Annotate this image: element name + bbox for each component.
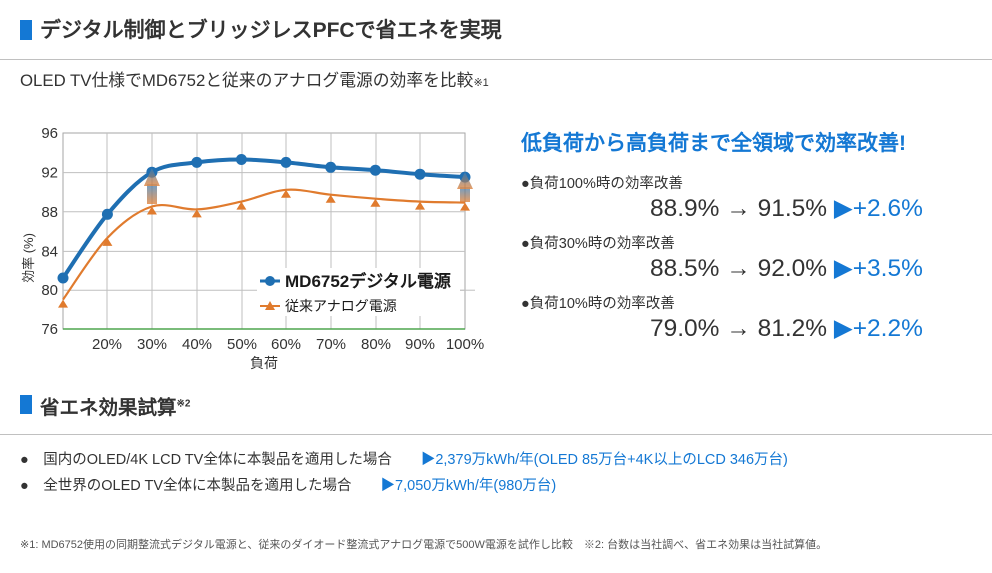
- svg-text:MD6752デジタル電源: MD6752デジタル電源: [285, 271, 451, 291]
- svg-text:88: 88: [41, 204, 58, 221]
- svg-text:90%: 90%: [405, 336, 435, 353]
- svg-text:50%: 50%: [227, 336, 257, 353]
- svg-text:100%: 100%: [446, 336, 484, 353]
- svg-text:従来アナログ電源: 従来アナログ電源: [285, 298, 397, 314]
- svg-text:60%: 60%: [271, 336, 301, 353]
- svg-text:効率 (%): 効率 (%): [21, 233, 36, 283]
- svg-text:76: 76: [41, 321, 58, 338]
- svg-text:20%: 20%: [92, 336, 122, 353]
- svg-text:80: 80: [41, 282, 58, 299]
- svg-text:80%: 80%: [361, 336, 391, 353]
- svg-text:84: 84: [41, 243, 58, 260]
- svg-text:92: 92: [41, 165, 58, 182]
- svg-text:負荷: 負荷: [250, 355, 278, 371]
- svg-text:30%: 30%: [137, 336, 167, 353]
- svg-text:70%: 70%: [316, 336, 346, 353]
- svg-text:96: 96: [41, 125, 58, 142]
- svg-text:40%: 40%: [182, 336, 212, 353]
